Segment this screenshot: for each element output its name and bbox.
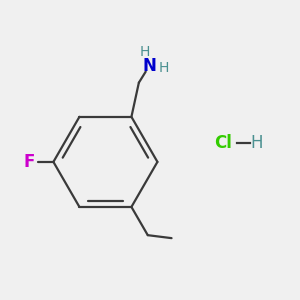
Text: H: H xyxy=(251,134,263,152)
Text: Cl: Cl xyxy=(214,134,232,152)
Text: H: H xyxy=(158,61,169,75)
Text: H: H xyxy=(140,45,150,59)
Text: F: F xyxy=(23,153,34,171)
Text: N: N xyxy=(142,57,156,75)
